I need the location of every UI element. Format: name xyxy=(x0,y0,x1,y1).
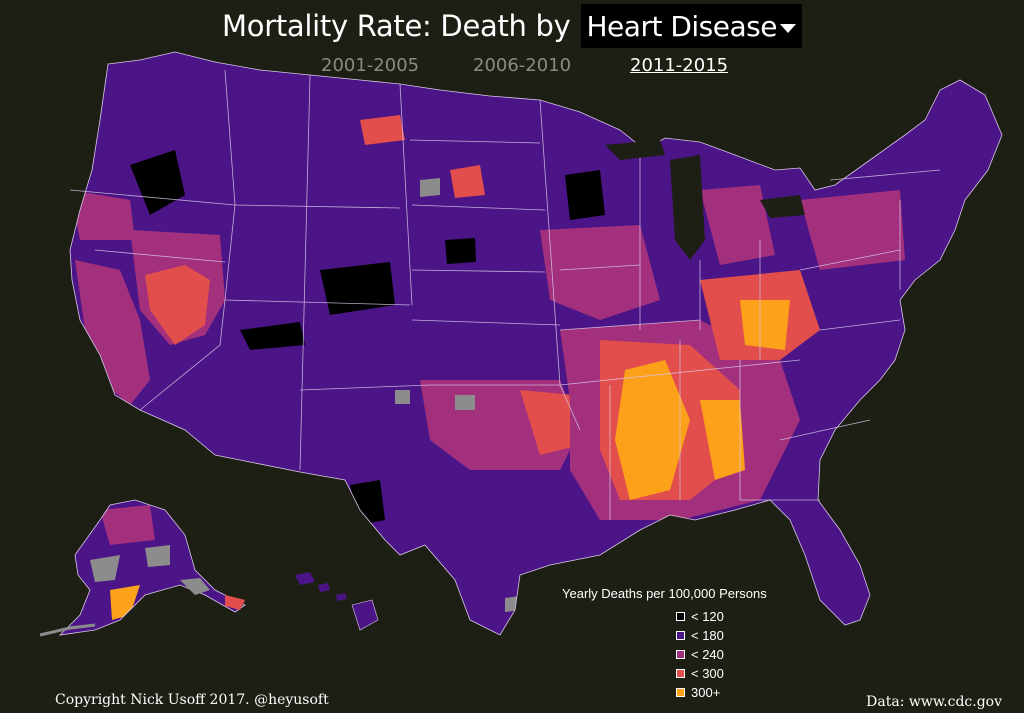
legend: Yearly Deaths per 100,000 Persons < 120 … xyxy=(562,586,802,702)
contiguous-us xyxy=(69,51,1003,636)
legend-swatch xyxy=(676,631,685,640)
legend-label: 300+ xyxy=(691,685,721,700)
cause-dropdown[interactable]: Heart Disease xyxy=(580,4,802,48)
caret-down-icon xyxy=(779,23,796,33)
alaska xyxy=(39,499,246,637)
legend-swatch xyxy=(676,650,685,659)
period-2006-2010[interactable]: 2006-2010 xyxy=(473,55,572,76)
page-title: Mortality Rate: Death by xyxy=(222,9,571,43)
period-2001-2005[interactable]: 2001-2005 xyxy=(321,55,420,76)
legend-item: < 240 xyxy=(676,645,802,664)
legend-title: Yearly Deaths per 100,000 Persons xyxy=(562,586,767,601)
legend-item: < 300 xyxy=(676,664,802,683)
legend-swatch xyxy=(676,612,685,621)
title-bar: Mortality Rate: Death by Heart Disease xyxy=(0,4,1024,48)
legend-label: < 300 xyxy=(691,666,724,681)
hawaii xyxy=(295,572,379,631)
data-source-text: Data: www.cdc.gov xyxy=(866,694,1002,710)
legend-item: 300+ xyxy=(676,683,802,702)
legend-swatch xyxy=(676,688,685,697)
legend-item: < 120 xyxy=(676,607,802,626)
copyright-text: Copyright Nick Usoff 2017. @heyusoft xyxy=(55,692,329,708)
legend-label: < 240 xyxy=(691,647,724,662)
legend-label: < 120 xyxy=(691,609,724,624)
period-2011-2015[interactable]: 2011-2015 xyxy=(630,55,729,76)
legend-item: < 180 xyxy=(676,626,802,645)
legend-swatch xyxy=(676,669,685,678)
cause-dropdown-label: Heart Disease xyxy=(586,9,778,43)
period-selector: 2001-2005 2006-2010 2011-2015 xyxy=(0,55,1024,81)
legend-label: < 180 xyxy=(691,628,724,643)
